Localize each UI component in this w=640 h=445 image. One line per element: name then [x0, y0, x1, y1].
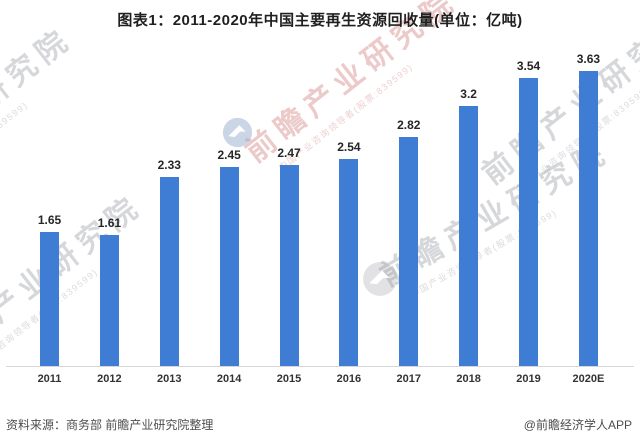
bars-row: 1.65 1.61 2.33 2.45 2.47 2.54 2.82 3.2 3.54 3.63 — [37, 52, 601, 366]
bar-column: 3.63 — [576, 52, 601, 366]
bar-value-label: 1.61 — [97, 216, 122, 230]
bar-column: 2.47 — [277, 146, 301, 366]
bar — [99, 235, 119, 366]
bar — [399, 137, 419, 366]
x-axis-label: 2018 — [456, 373, 481, 385]
bar-value-label: 3.2 — [460, 87, 477, 101]
x-axis-line — [6, 366, 634, 367]
bar — [459, 106, 479, 366]
x-axis-labels: 2011 2012 2013 2014 2015 2016 2017 2018 2019 2020… — [37, 373, 605, 385]
x-axis-label: 2016 — [336, 373, 362, 385]
bar-column: 2.54 — [337, 140, 361, 366]
source-note: 资料来源：商务部 前瞻产业研究院整理 — [6, 418, 214, 432]
bar-value-label: 2.54 — [337, 140, 361, 154]
bar-column: 1.65 — [37, 213, 62, 366]
chart-title: 图表1：2011-2020年中国主要再生资源回收量(单位：亿吨) — [117, 12, 523, 29]
bar-value-label: 2.33 — [157, 158, 181, 172]
credit-note: @前瞻经济学人APP — [523, 418, 632, 432]
bar-value-label: 3.54 — [516, 59, 541, 73]
bar-value-label: 1.65 — [37, 213, 62, 227]
bar-column: 3.54 — [516, 59, 541, 366]
bar-value-label: 2.47 — [277, 146, 301, 160]
bar — [219, 167, 239, 366]
x-axis-label: 2012 — [97, 373, 122, 385]
bar-value-label: 3.63 — [576, 52, 601, 66]
x-axis-label: 2011 — [37, 373, 62, 385]
bar — [40, 232, 59, 366]
bar — [519, 78, 538, 366]
x-axis-label: 2019 — [516, 373, 541, 385]
x-axis-label: 2015 — [276, 373, 302, 385]
bar-value-label: 2.82 — [397, 118, 421, 132]
x-axis-label: 2020E — [572, 373, 605, 385]
x-axis-label: 2013 — [157, 373, 182, 385]
bar-column: 2.33 — [157, 158, 181, 366]
bar-column: 2.45 — [217, 148, 241, 366]
bar-value-label: 2.45 — [217, 148, 241, 162]
bar-column: 2.82 — [397, 118, 421, 366]
bar-column: 1.61 — [97, 216, 122, 366]
bar — [279, 165, 299, 366]
x-axis-label: 2017 — [396, 373, 421, 385]
bar-column: 3.2 — [459, 87, 479, 366]
x-axis-label: 2014 — [216, 373, 242, 385]
bar — [578, 71, 598, 366]
bar — [159, 177, 179, 366]
bar — [339, 159, 359, 366]
